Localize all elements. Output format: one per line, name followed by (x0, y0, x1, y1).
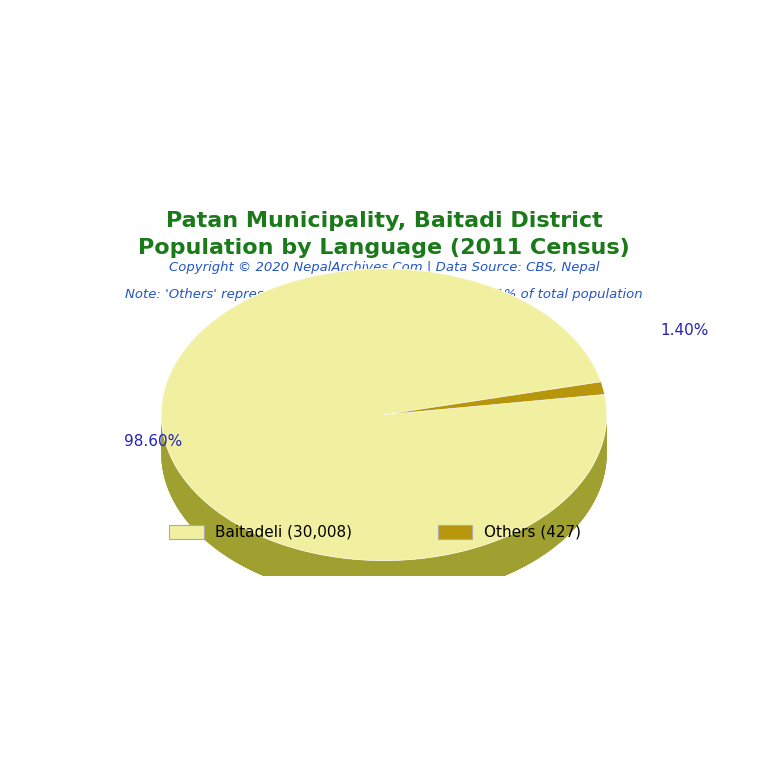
Bar (169, 525, 204, 538)
Text: Patan Municipality, Baitadi District: Patan Municipality, Baitadi District (166, 211, 602, 231)
Text: 98.60%: 98.60% (124, 434, 183, 449)
Polygon shape (161, 415, 607, 599)
Text: Note: 'Others' represents the Languages with less than 1% of total population: Note: 'Others' represents the Languages … (125, 288, 643, 301)
Polygon shape (161, 269, 607, 561)
Bar (438, 525, 472, 538)
Polygon shape (384, 382, 604, 415)
Polygon shape (384, 382, 604, 415)
Polygon shape (161, 415, 607, 599)
Text: Others (427): Others (427) (484, 525, 581, 539)
Text: Copyright © 2020 NepalArchives.Com | Data Source: CBS, Nepal: Copyright © 2020 NepalArchives.Com | Dat… (169, 261, 599, 274)
Text: Population by Language (2011 Census): Population by Language (2011 Census) (138, 238, 630, 258)
Text: Baitadeli (30,008): Baitadeli (30,008) (215, 525, 352, 539)
Polygon shape (161, 415, 607, 599)
Polygon shape (161, 269, 607, 561)
Text: 1.40%: 1.40% (660, 323, 709, 338)
